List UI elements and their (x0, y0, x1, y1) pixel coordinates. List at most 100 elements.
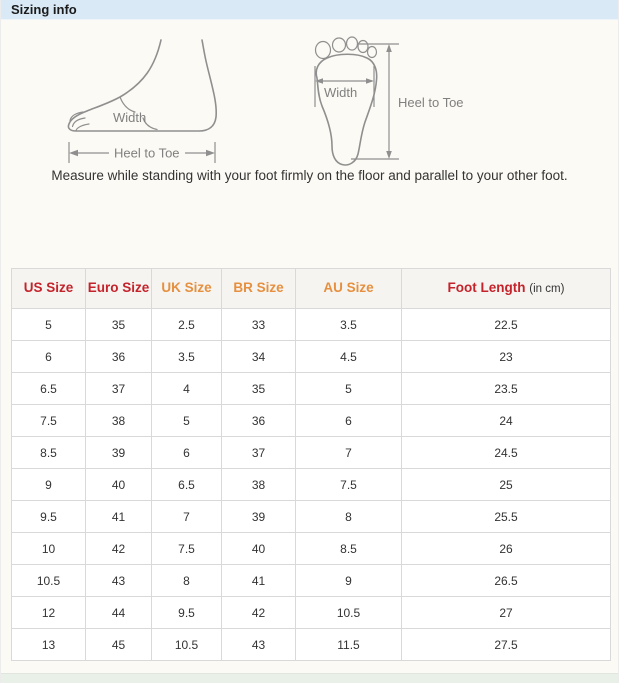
table-cell: 9 (11, 468, 86, 501)
table-cell: 9.5 (151, 596, 222, 629)
side-view-width-label: Width (113, 110, 146, 125)
bottom-strip (1, 673, 618, 683)
column-header-euro-size: Euro Size (85, 268, 152, 309)
table-cell: 10.5 (11, 564, 86, 597)
title-bar: Sizing info (1, 0, 618, 20)
table-row: 9 40 6.5 38 7.5 25 (11, 468, 611, 501)
table-row: 5 35 2.5 33 3.5 22.5 (11, 308, 611, 341)
table-cell: 39 (85, 436, 152, 469)
table-cell: 10 (11, 532, 86, 565)
top-view-heel-to-toe-measure (351, 43, 399, 160)
foot-top-view-illustration (314, 36, 378, 166)
table-cell: 41 (221, 564, 296, 597)
side-view-heel-to-toe-label: Heel to Toe (114, 146, 180, 161)
table-cell: 6 (11, 340, 86, 373)
table-cell: 23.5 (401, 372, 611, 405)
column-header-uk-size: UK Size (151, 268, 222, 309)
side-view-heel-to-toe-measure (68, 142, 216, 163)
table-cell: 24.5 (401, 436, 611, 469)
table-cell: 13 (11, 628, 86, 661)
column-header-foot-length: Foot Length (in cm) (401, 268, 611, 309)
table-cell: 43 (221, 628, 296, 661)
table-cell: 41 (85, 500, 152, 533)
table-row: 9.5 41 7 39 8 25.5 (11, 500, 611, 533)
table-row: 6.5 37 4 35 5 23.5 (11, 372, 611, 405)
table-cell: 6.5 (151, 468, 222, 501)
column-header-us-size: US Size (11, 268, 86, 309)
table-cell: 37 (221, 436, 296, 469)
table-cell: 10.5 (295, 596, 402, 629)
table-cell: 39 (221, 500, 296, 533)
table-cell: 3.5 (295, 308, 402, 341)
table-cell: 6 (295, 404, 402, 437)
size-conversion-table: US Size Euro Size UK Size BR Size AU Siz… (11, 268, 611, 661)
table-cell: 27 (401, 596, 611, 629)
table-cell: 7.5 (11, 404, 86, 437)
table-cell: 44 (85, 596, 152, 629)
foot-side-view-illustration (67, 39, 218, 132)
table-cell: 36 (85, 340, 152, 373)
top-view-width-label: Width (324, 85, 357, 100)
foot-diagram-svg: Width Heel to Toe Width (67, 36, 464, 166)
table-cell: 8 (295, 500, 402, 533)
foot-length-label: Foot Length (447, 280, 526, 296)
table-cell: 2.5 (151, 308, 222, 341)
top-view-width-measure (314, 66, 375, 107)
table-cell: 25 (401, 468, 611, 501)
table-cell: 6 (151, 436, 222, 469)
page-title: Sizing info (11, 2, 77, 17)
table-cell: 35 (221, 372, 296, 405)
foot-measurement-diagram: Width Heel to Toe Width (1, 22, 619, 170)
table-cell: 24 (401, 404, 611, 437)
table-cell: 37 (85, 372, 152, 405)
table-cell: 25.5 (401, 500, 611, 533)
top-view-heel-to-toe-label: Heel to Toe (398, 95, 464, 110)
table-cell: 5 (151, 404, 222, 437)
table-cell: 7 (295, 436, 402, 469)
table-cell: 11.5 (295, 628, 402, 661)
table-cell: 43 (85, 564, 152, 597)
table-cell: 26.5 (401, 564, 611, 597)
table-cell: 45 (85, 628, 152, 661)
table-row: 12 44 9.5 42 10.5 27 (11, 596, 611, 629)
table-cell: 26 (401, 532, 611, 565)
table-cell: 40 (85, 468, 152, 501)
table-cell: 4 (151, 372, 222, 405)
table-cell: 9.5 (11, 500, 86, 533)
table-row: 10.5 43 8 41 9 26.5 (11, 564, 611, 597)
table-cell: 35 (85, 308, 152, 341)
table-cell: 6.5 (11, 372, 86, 405)
table-cell: 38 (85, 404, 152, 437)
table-cell: 33 (221, 308, 296, 341)
table-cell: 8.5 (11, 436, 86, 469)
table-cell: 34 (221, 340, 296, 373)
column-header-au-size: AU Size (295, 268, 402, 309)
table-cell: 8 (151, 564, 222, 597)
foot-length-unit: (in cm) (529, 283, 565, 296)
table-cell: 42 (85, 532, 152, 565)
column-header-br-size: BR Size (221, 268, 296, 309)
table-cell: 22.5 (401, 308, 611, 341)
table-cell: 7 (151, 500, 222, 533)
table-cell: 7.5 (151, 532, 222, 565)
table-cell: 38 (221, 468, 296, 501)
table-cell: 5 (295, 372, 402, 405)
table-cell: 5 (11, 308, 86, 341)
table-cell: 3.5 (151, 340, 222, 373)
measurement-instructions: Measure while standing with your foot fi… (51, 168, 568, 183)
table-cell: 8.5 (295, 532, 402, 565)
table-row: 13 45 10.5 43 11.5 27.5 (11, 628, 611, 661)
table-row: 7.5 38 5 36 6 24 (11, 404, 611, 437)
table-row: 10 42 7.5 40 8.5 26 (11, 532, 611, 565)
table-cell: 42 (221, 596, 296, 629)
table-cell: 40 (221, 532, 296, 565)
table-row: 8.5 39 6 37 7 24.5 (11, 436, 611, 469)
header-row: US Size Euro Size UK Size BR Size AU Siz… (11, 268, 611, 309)
table-cell: 9 (295, 564, 402, 597)
table-cell: 23 (401, 340, 611, 373)
table-cell: 7.5 (295, 468, 402, 501)
table-cell: 12 (11, 596, 86, 629)
size-table-body: 5 35 2.5 33 3.5 22.5 6 36 3.5 34 4.5 23 6.5 37 4 35 5 23.… (11, 308, 611, 661)
table-row: 6 36 3.5 34 4.5 23 (11, 340, 611, 373)
table-cell: 36 (221, 404, 296, 437)
